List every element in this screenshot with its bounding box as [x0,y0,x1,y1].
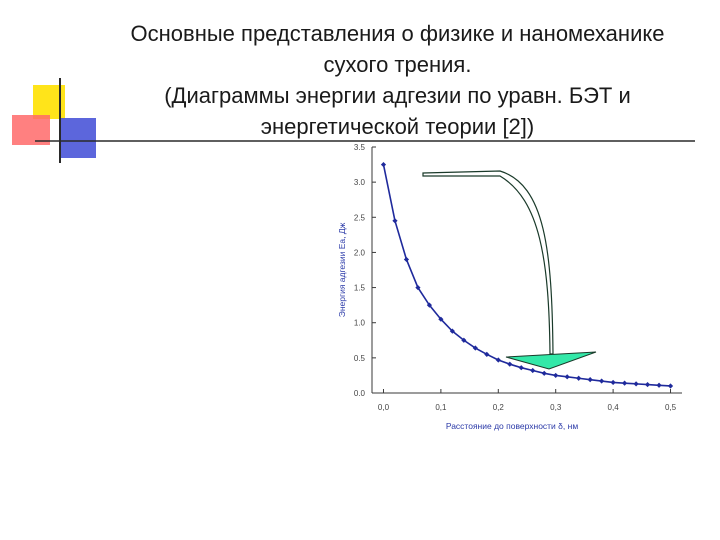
data-point [472,345,478,351]
data-point [564,374,570,380]
y-tick-label: 1.5 [354,284,366,293]
data-point [495,357,501,363]
x-tick-label: 0,3 [550,403,562,412]
y-tick-label: 0.5 [354,354,366,363]
chart-annotation [422,170,597,370]
data-point [518,365,524,371]
y-tick-label: 1.0 [354,319,366,328]
x-tick-label: 0,1 [435,403,447,412]
annotation-arrow-head [505,351,597,370]
data-point [438,316,444,322]
data-point [621,380,628,386]
data-point [403,256,410,263]
x-tick-label: 0,0 [378,403,390,412]
y-axis-label: Энергия адгезии Ea, Дж [337,222,347,317]
data-point [599,378,605,384]
x-tick-label: 0,5 [665,403,677,412]
data-point [644,381,651,388]
data-point [507,361,513,367]
slide-title: Основные представления о физике и наноме… [95,18,700,142]
data-point [530,367,536,374]
x-tick-label: 0,4 [608,403,620,412]
data-point [426,302,433,308]
y-tick-label: 3.0 [354,178,366,187]
slide-title-line: энергетической теории [2]) [260,114,535,139]
data-point [667,383,674,389]
data-point [541,370,547,376]
data-point [484,351,490,357]
y-tick-label: 2.5 [354,213,366,222]
data-point [656,382,662,388]
y-tick-label: 3.5 [354,143,366,152]
y-tick-label: 2.0 [354,248,366,257]
data-point [415,284,421,291]
annotation-arrow-shaft [422,170,554,355]
data-point [587,377,593,383]
data-point [380,161,387,168]
chart-series [380,161,674,389]
data-point [553,372,559,379]
slide-title-line: Основные представления о физике и наноме… [130,21,665,46]
chart-labels: Расстояние до поверхности δ, нм Энергия а… [337,222,578,431]
data-point [449,328,455,334]
y-tick-label: 0.0 [354,389,366,398]
data-point [576,375,582,381]
x-axis-label: Расстояние до поверхности δ, нм [446,421,579,431]
chart-ticks: 0.0 0.5 1.0 1.5 2.0 2.5 3.0 3.5 0,0 0,1 0,2 0,3 0,4 0… [354,143,677,412]
x-tick-label: 0,2 [493,403,505,412]
chart-axes [371,147,682,394]
data-point [633,381,639,387]
data-point [461,337,467,343]
slide-title-line: сухого трения. [323,52,472,77]
data-point [610,379,616,386]
data-point [392,218,398,224]
slide-title-line: (Диаграммы энергии адгезии по уравн. БЭТ… [164,83,631,108]
